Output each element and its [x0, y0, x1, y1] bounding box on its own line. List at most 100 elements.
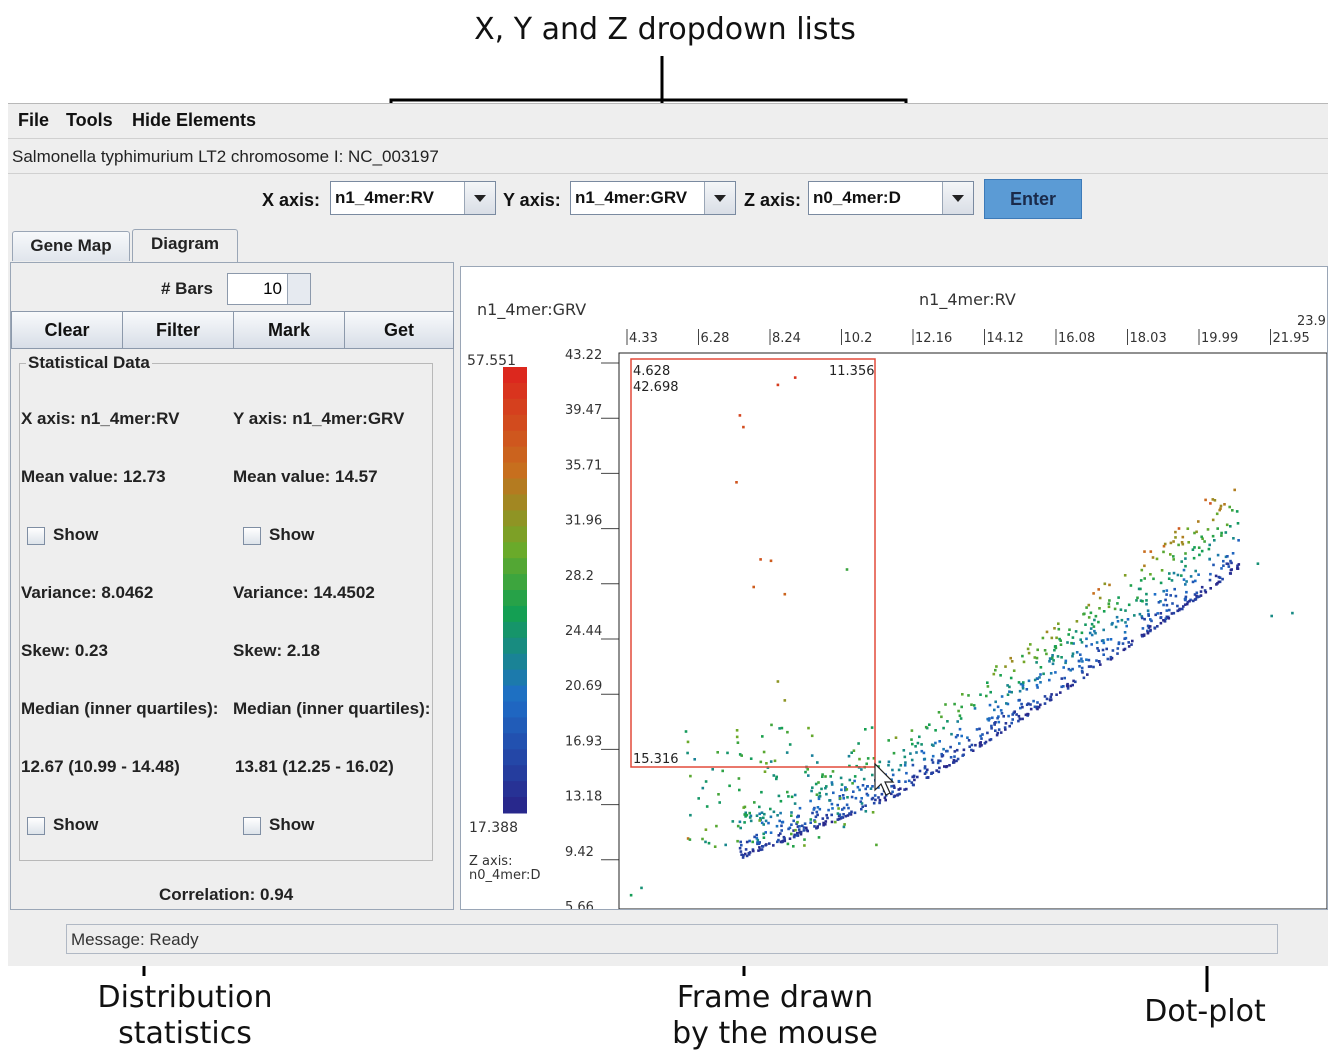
scatter-point: [1231, 509, 1234, 512]
scatter-point: [1185, 580, 1188, 583]
scatter-point: [918, 735, 921, 739]
scatter-point: [1208, 578, 1212, 582]
scatter-point: [752, 585, 755, 589]
scatter-point: [786, 730, 789, 734]
z-dropdown-arrow-icon[interactable]: [942, 182, 973, 214]
scatter-point: [844, 786, 847, 790]
tab-gene-map[interactable]: Gene Map: [12, 231, 130, 261]
scatter-point: [1097, 588, 1100, 591]
bars-label: # Bars: [161, 279, 213, 298]
scatter-point: [1170, 579, 1174, 582]
scatter-point: [765, 762, 768, 765]
z-axis-dropdown[interactable]: n0_4mer:D: [808, 181, 974, 215]
scatter-point: [872, 757, 876, 760]
scatter-point: [689, 774, 692, 778]
scatter-point: [713, 845, 717, 848]
scatter-point: [1124, 609, 1127, 612]
scatter-point: [1116, 652, 1119, 655]
colorbar-segment: [503, 669, 527, 687]
scatter-point: [1108, 599, 1111, 602]
scatter-point: [1222, 559, 1225, 563]
scatter-point: [1206, 528, 1210, 531]
scatter-point: [874, 798, 877, 802]
scatter-point: [1162, 550, 1165, 554]
scatter-point: [1033, 656, 1037, 659]
x-dropdown-arrow-icon[interactable]: [464, 182, 495, 214]
x-median-show-checkbox[interactable]: [27, 817, 45, 835]
scatter-point: [970, 743, 974, 747]
x-axis-dropdown[interactable]: n1_4mer:RV: [330, 181, 496, 215]
scatter-point: [830, 802, 834, 806]
scatter-point: [1048, 657, 1052, 660]
y-axis-dropdown[interactable]: n1_4mer:GRV: [570, 181, 736, 215]
scatter-point: [760, 821, 764, 825]
status-bar: Message: Ready: [66, 924, 1278, 954]
mark-button[interactable]: Mark: [233, 311, 345, 349]
scatter-point: [1159, 621, 1163, 625]
scatter-point: [744, 811, 747, 815]
spinner-down-icon[interactable]: [287, 289, 310, 304]
scatter-point: [793, 833, 796, 837]
menu-hide-elements[interactable]: Hide Elements: [132, 110, 257, 130]
scatter-point: [1085, 637, 1088, 641]
scatter-point: [813, 825, 816, 828]
scatter-point: [1027, 679, 1031, 683]
scatter-point: [871, 773, 874, 777]
scatter-point: [1066, 641, 1069, 644]
scatter-point: [1093, 629, 1096, 633]
scatter-point: [843, 823, 846, 826]
scatter-point: [890, 778, 893, 781]
scatter-point: [1195, 591, 1199, 595]
colorbar-segment: [503, 558, 527, 575]
scatter-point: [759, 817, 762, 820]
scatter-point: [796, 815, 799, 819]
scatter-point: [955, 759, 958, 763]
scatter-point: [1092, 625, 1096, 628]
scatter-point: [1017, 681, 1021, 684]
scatter-point: [904, 780, 907, 783]
scatter-point: [745, 840, 749, 844]
x-mean-show-checkbox[interactable]: [27, 527, 45, 545]
y-median-show-checkbox[interactable]: [243, 817, 261, 835]
scatter-point: [1029, 707, 1033, 711]
correlation-value: Correlation: 0.94: [159, 885, 294, 904]
scatter-point: [1154, 613, 1157, 617]
bars-spinner[interactable]: 10: [227, 273, 311, 305]
menu-file[interactable]: File: [18, 110, 50, 130]
scatter-point: [829, 775, 832, 778]
y-mean-show-checkbox[interactable]: [243, 527, 261, 545]
scatter-point: [850, 751, 853, 754]
dot-plot-panel[interactable]: n1_4mer:GRV n1_4mer:RV 23.91 57.551 17.3…: [460, 266, 1328, 910]
dot-plot-svg[interactable]: n1_4mer:GRV n1_4mer:RV 23.91 57.551 17.3…: [461, 267, 1327, 909]
scatter-point: [1020, 702, 1023, 706]
tab-diagram[interactable]: Diagram: [132, 229, 238, 262]
scatter-point: [1159, 616, 1163, 619]
plot-area[interactable]: [618, 352, 1327, 909]
scatter-point: [1017, 714, 1021, 718]
scatter-point: [1039, 681, 1042, 684]
scatter-point: [926, 768, 929, 772]
clear-button[interactable]: Clear: [11, 311, 123, 349]
scatter-point: [1229, 572, 1232, 575]
filter-button[interactable]: Filter: [122, 311, 234, 349]
scatter-point: [1048, 660, 1051, 663]
scatter-point: [825, 813, 828, 817]
scatter-point: [783, 592, 787, 596]
spinner-up-icon[interactable]: [287, 274, 310, 290]
scatter-point: [1122, 648, 1126, 652]
scatter-point: [1197, 546, 1201, 549]
scatter-point: [961, 754, 964, 757]
scatter-point: [1177, 527, 1181, 530]
scatter-point: [1162, 589, 1165, 593]
scatter-point: [769, 815, 773, 819]
enter-button[interactable]: Enter: [984, 179, 1082, 219]
selection-frame[interactable]: [630, 358, 876, 768]
scatter-point: [767, 821, 770, 825]
scatter-point: [1149, 550, 1153, 553]
menu-tools[interactable]: Tools: [66, 110, 113, 130]
get-button[interactable]: Get: [344, 311, 454, 349]
scatter-point: [858, 788, 861, 792]
scatter-point: [1236, 564, 1239, 568]
scatter-point: [890, 792, 893, 796]
y-dropdown-arrow-icon[interactable]: [704, 182, 735, 214]
